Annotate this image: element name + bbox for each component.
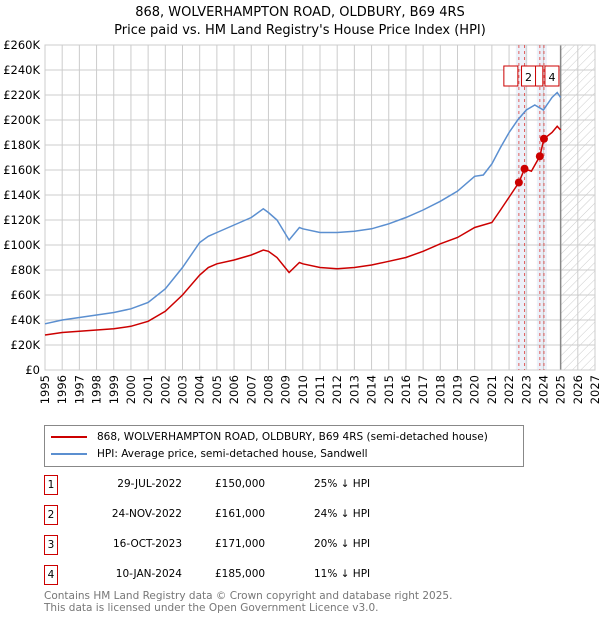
sale-price: £171,000 (215, 538, 266, 550)
x-tick-label: 2007 (244, 375, 258, 404)
legend-property: 868, WOLVERHAMPTON ROAD, OLDBURY, B69 4R… (97, 431, 488, 443)
y-tick-label: £180K (3, 138, 40, 152)
x-tick-label: 2006 (227, 375, 241, 404)
hpi-line (44, 91, 562, 325)
x-tick-label: 2000 (124, 375, 138, 404)
sale-label: 4 (548, 71, 555, 84)
sale-number: 1 (44, 475, 58, 495)
subtitle-line: Price paid vs. HM Land Registry's House … (114, 23, 486, 38)
sale-price: £185,000 (215, 568, 266, 580)
x-tick-label: 1997 (72, 375, 86, 404)
footer: Contains HM Land Registry data © Crown c… (44, 590, 452, 614)
x-tick-label: 2010 (296, 375, 310, 404)
sale-label: 2 (525, 71, 532, 84)
property-price-line (44, 125, 562, 336)
sale-number: 4 (44, 565, 58, 585)
x-tick-label: 2001 (141, 375, 155, 404)
sale-number: 3 (44, 535, 58, 555)
blue-line-swatch (51, 453, 87, 455)
legend-hpi: HPI: Average price, semi-detached house,… (97, 448, 368, 460)
sale-hpi-diff: 24% ↓ HPI (314, 508, 371, 520)
x-tick-label: 2015 (382, 375, 396, 404)
sale-hpi-diff: 11% ↓ HPI (314, 568, 371, 580)
sale-row: 4 10-JAN-2024 £185,000 11% ↓ HPI (44, 565, 444, 585)
y-tick-label: £140K (3, 188, 40, 202)
x-tick-label: 2020 (468, 375, 482, 404)
x-tick-label: 2005 (210, 375, 224, 404)
sale-number: 2 (44, 505, 58, 525)
x-tick-label: 2026 (571, 375, 585, 404)
x-tick-label: 2016 (399, 375, 413, 404)
sale-point (514, 178, 523, 187)
x-tick-label: 2025 (554, 375, 568, 404)
x-tick-label: 2027 (588, 375, 600, 404)
sale-row: 3 16-OCT-2023 £171,000 20% ↓ HPI (44, 535, 444, 555)
sale-label-box (521, 65, 537, 87)
x-tick-label: 2004 (193, 375, 207, 404)
sale-hpi-diff: 25% ↓ HPI (314, 478, 371, 490)
chart-legend: 868, WOLVERHAMPTON ROAD, OLDBURY, B69 4R… (44, 425, 524, 467)
x-tick-label: 2013 (347, 375, 361, 404)
sale-date: 29-JUL-2022 (117, 478, 182, 490)
x-tick-label: 2003 (176, 375, 190, 404)
y-tick-label: £120K (3, 213, 40, 227)
title-line: 868, WOLVERHAMPTON ROAD, OLDBURY, B69 4R… (135, 5, 465, 20)
y-tick-label: £0 (25, 363, 40, 377)
x-tick-label: 1998 (90, 375, 104, 404)
y-tick-label: £100K (3, 238, 40, 252)
x-tick-label: 2002 (158, 375, 172, 404)
y-tick-label: £80K (11, 263, 41, 277)
sale-date: 16-OCT-2023 (113, 538, 182, 550)
sale-row: 2 24-NOV-2022 £161,000 24% ↓ HPI (44, 505, 444, 525)
sale-date: 10-JAN-2024 (115, 568, 182, 580)
y-tick-label: £200K (3, 113, 40, 127)
x-tick-label: 1995 (38, 375, 52, 404)
x-tick-label: 2008 (261, 375, 275, 404)
red-line-swatch (51, 436, 87, 438)
y-tick-label: £220K (3, 88, 40, 102)
x-tick-label: 2018 (433, 375, 447, 404)
y-tick-label: £260K (3, 38, 40, 52)
x-tick-label: 1996 (55, 375, 69, 404)
x-tick-label: 2023 (519, 375, 533, 404)
x-tick-label: 1999 (107, 375, 121, 404)
x-tick-label: 2024 (536, 375, 550, 404)
sale-point (539, 134, 548, 143)
sale-label-box (544, 65, 560, 87)
price-chart: £0 £20K £40K £60K £80K £100K £120K £140K £160K £1… (3, 38, 600, 404)
x-tick-label: 2017 (416, 375, 430, 404)
y-tick-label: £20K (11, 338, 41, 352)
y-tick-label: £160K (3, 163, 40, 177)
chart-title: 868, WOLVERHAMPTON ROAD, OLDBURY, B69 4R… (0, 4, 600, 40)
footer-copyright: Contains HM Land Registry data © Crown c… (44, 590, 453, 602)
sale-date: 24-NOV-2022 (111, 508, 182, 520)
sale-price: £150,000 (215, 478, 266, 490)
y-tick-label: £60K (11, 288, 41, 302)
x-tick-label: 2022 (502, 375, 516, 404)
sale-row: 1 29-JUL-2022 £150,000 25% ↓ HPI (44, 475, 444, 495)
x-tick-label: 2014 (365, 375, 379, 404)
x-tick-label: 2009 (279, 375, 293, 404)
y-tick-label: £40K (11, 313, 41, 327)
plot-frame (44, 44, 596, 371)
sale-price: £161,000 (215, 508, 266, 520)
x-tick-label: 2011 (313, 375, 327, 404)
x-tick-label: 2021 (485, 375, 499, 404)
sale-point (520, 164, 529, 173)
footer-licence: This data is licensed under the Open Gov… (44, 602, 379, 614)
y-tick-label: £240K (3, 63, 40, 77)
sale-label-box (503, 65, 519, 87)
x-tick-label: 2012 (330, 375, 344, 404)
sale-hpi-diff: 20% ↓ HPI (314, 538, 371, 550)
x-tick-label: 2019 (451, 375, 465, 404)
sale-point (535, 152, 544, 161)
